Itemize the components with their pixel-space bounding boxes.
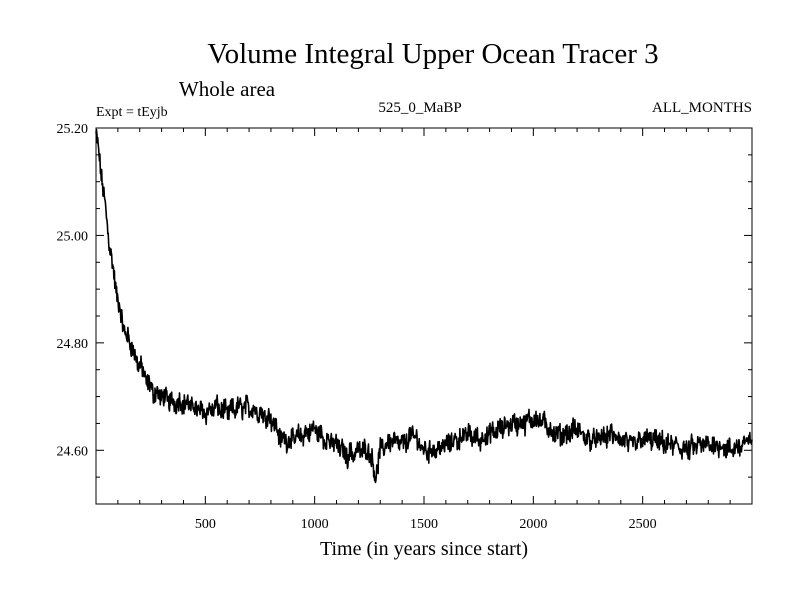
expt-label: Expt = tEyjb (96, 105, 168, 120)
x-tick-label: 1500 (410, 517, 438, 532)
axis-ticks (96, 128, 752, 504)
x-tick-label: 1000 (301, 517, 329, 532)
x-tick-label: 2000 (519, 517, 547, 532)
y-tick-label: 24.60 (57, 444, 89, 459)
x-axis-label: Time (in years since start) (320, 538, 528, 560)
chart-subtitle: Whole area (179, 77, 276, 101)
x-tick-label: 500 (195, 517, 216, 532)
months-label: ALL_MONTHS (652, 100, 752, 116)
y-tick-label: 25.20 (57, 122, 89, 137)
y-tick-label: 25.00 (57, 229, 89, 244)
period-label: 525_0_MaBP (378, 100, 461, 116)
y-tick-label: 24.80 (57, 337, 89, 352)
chart-title: Volume Integral Upper Ocean Tracer 3 (207, 38, 658, 70)
axis-tick-labels: 500 1000 1500 2000 2500 24.60 24.80 25.00 25.20 (57, 122, 657, 532)
x-tick-label: 2500 (629, 517, 657, 532)
series-line (95, 128, 753, 484)
